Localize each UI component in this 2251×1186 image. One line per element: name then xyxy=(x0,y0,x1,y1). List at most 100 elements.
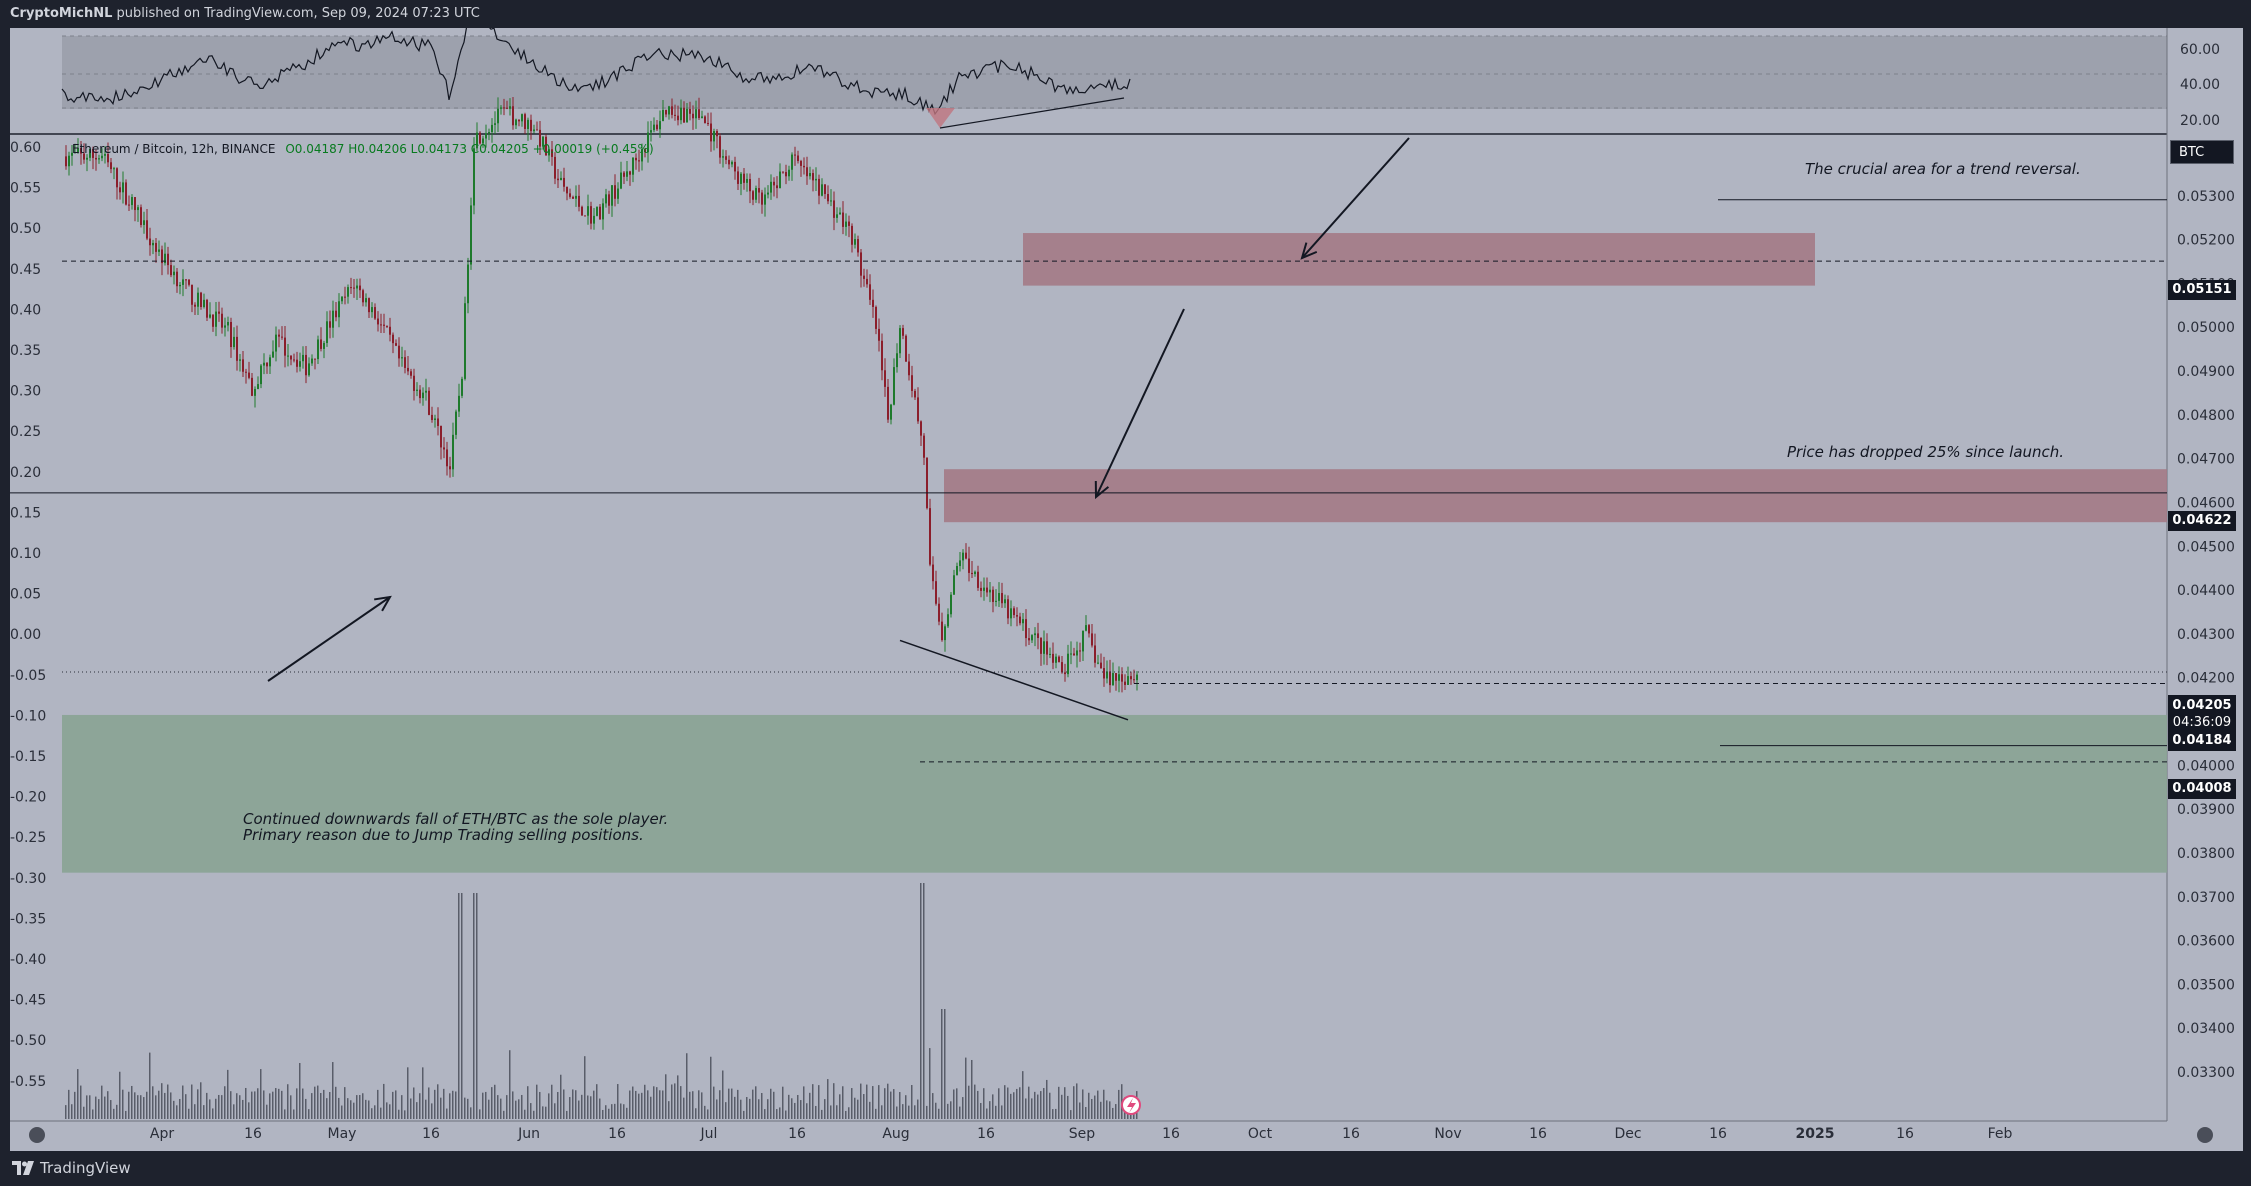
candle-body xyxy=(284,337,286,356)
candle-body xyxy=(386,325,388,327)
candle-body xyxy=(911,375,913,391)
price-label-support: 0.04008 xyxy=(2168,779,2236,799)
annotation-trend-reversal[interactable]: The crucial area for a trend reversal. xyxy=(1805,160,2081,178)
volume-bar xyxy=(302,1088,304,1119)
footer-bar: TradingView xyxy=(0,1151,2251,1186)
volume-bar xyxy=(377,1089,379,1119)
candle-body xyxy=(509,106,511,109)
volume-bar xyxy=(281,1090,283,1119)
candle-body xyxy=(203,299,205,307)
candle-body xyxy=(1076,650,1078,656)
time-axis-tick: Feb xyxy=(1988,1126,2013,1142)
series-legend[interactable]: Ethereum / Bitcoin, 12h, BINANCE O0.0418… xyxy=(72,142,654,156)
volume-bar xyxy=(461,893,463,1119)
time-axis-tick: Oct xyxy=(1248,1126,1273,1142)
volume-bar xyxy=(560,1074,562,1119)
volume-bar xyxy=(527,1086,529,1119)
candle-body xyxy=(1019,616,1021,624)
volume-bar xyxy=(995,1105,997,1119)
chart-canvas[interactable]: 0.054000.053000.052000.051000.050000.049… xyxy=(10,28,2243,1151)
volume-bar xyxy=(119,1071,121,1119)
candle-body xyxy=(818,178,820,196)
candle-body xyxy=(212,314,214,327)
volume-bar xyxy=(248,1102,250,1119)
oscillator-band xyxy=(62,36,2167,109)
volume-bar xyxy=(1010,1093,1012,1119)
candle-body xyxy=(719,136,721,158)
candle-body xyxy=(491,124,493,133)
candle-body xyxy=(827,194,829,202)
annotation-downtrend-line-2[interactable]: Primary reason due to Jump Trading selli… xyxy=(243,826,644,844)
volume-bar xyxy=(971,1059,973,1119)
left-axis-tick: -0.30 xyxy=(10,871,46,887)
candle-body xyxy=(968,558,970,573)
candle-body xyxy=(1022,619,1024,624)
candle-body xyxy=(917,397,919,422)
volume-bar xyxy=(341,1105,343,1119)
volume-bar xyxy=(182,1085,184,1119)
candle-body xyxy=(1109,671,1111,686)
candle-body xyxy=(557,178,559,181)
annotation-downtrend-line-1[interactable]: Continued downwards fall of ETH/BTC as t… xyxy=(243,810,669,828)
volume-bar xyxy=(80,1085,82,1119)
price-label-resistance-high: 0.05151 xyxy=(2168,280,2236,300)
volume-bar xyxy=(425,1099,427,1119)
volume-bar xyxy=(956,1088,958,1119)
candle-body xyxy=(416,389,418,391)
candle-body xyxy=(449,466,451,470)
volume-bar xyxy=(740,1099,742,1119)
candle-body xyxy=(938,603,940,622)
volume-bar xyxy=(668,1101,670,1119)
candle-body xyxy=(179,284,181,287)
volume-bar xyxy=(293,1109,295,1119)
volume-bar xyxy=(68,1089,70,1119)
right-axis-tick: 0.05200 xyxy=(2177,233,2235,249)
tradingview-brand[interactable]: TradingView xyxy=(12,1159,131,1177)
volume-bar xyxy=(1055,1108,1057,1119)
volume-bar xyxy=(794,1102,796,1119)
publish-header: CryptoMichNL published on TradingView.co… xyxy=(0,0,2251,28)
candle-body xyxy=(65,156,67,167)
candle-body xyxy=(875,306,877,329)
candle-body xyxy=(725,156,727,160)
candle-body xyxy=(476,132,478,149)
volume-bar xyxy=(830,1105,832,1119)
time-axis-tick: 16 xyxy=(422,1126,440,1142)
volume-bar xyxy=(449,1093,451,1119)
volume-bar xyxy=(173,1100,175,1119)
volume-bar xyxy=(185,1094,187,1119)
candle-body xyxy=(209,314,211,318)
volume-bar xyxy=(1097,1090,1099,1119)
tradingview-logo-icon xyxy=(12,1161,34,1175)
candle-body xyxy=(182,279,184,285)
left-axis-tick: 0.00 xyxy=(10,627,41,643)
volume-bar xyxy=(950,1101,952,1119)
symbol-name[interactable]: Ethereum / Bitcoin, 12h, BINANCE xyxy=(72,142,276,156)
volume-bar xyxy=(563,1089,565,1119)
volume-bar xyxy=(290,1095,292,1119)
volume-bar xyxy=(1115,1104,1117,1119)
author-name[interactable]: CryptoMichNL xyxy=(10,6,113,21)
candle-body xyxy=(731,161,733,165)
volume-bar xyxy=(974,1084,976,1119)
volume-bar xyxy=(788,1094,790,1119)
volume-bar xyxy=(407,1067,409,1119)
volume-bar xyxy=(1013,1092,1015,1119)
currency-badge[interactable]: BTC xyxy=(2170,140,2234,164)
chart-area[interactable]: 0.054000.053000.052000.051000.050000.049… xyxy=(10,28,2243,1151)
volume-bar xyxy=(620,1103,622,1119)
resistance-zone xyxy=(944,469,2167,523)
right-axis-tick: 0.03900 xyxy=(2177,802,2235,818)
candle-body xyxy=(89,148,91,158)
candle-body xyxy=(845,221,847,227)
candle-body xyxy=(239,359,241,361)
candle-body xyxy=(740,173,742,184)
volume-bar xyxy=(530,1103,532,1119)
right-axis-tick: 0.05000 xyxy=(2177,320,2235,336)
candle-body xyxy=(458,395,460,412)
candle-body xyxy=(752,191,754,200)
volume-bar xyxy=(746,1097,748,1119)
candle-body xyxy=(221,313,223,328)
candle-body xyxy=(788,169,790,177)
annotation-price-drop[interactable]: Price has dropped 25% since launch. xyxy=(1787,443,2065,461)
